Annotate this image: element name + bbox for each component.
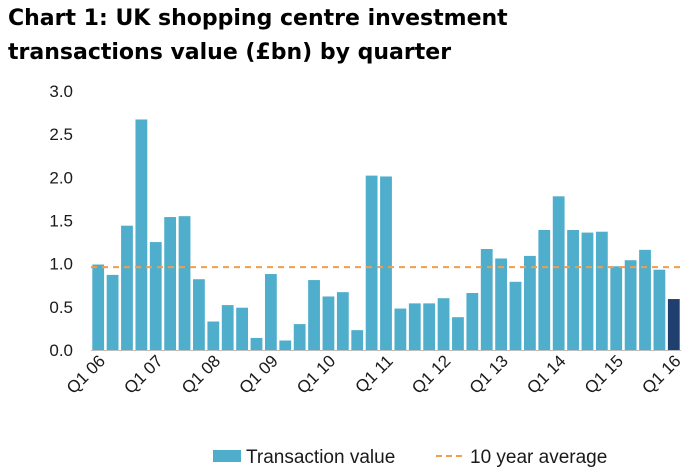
x-tick-label: Q1 13 xyxy=(466,351,512,397)
bar xyxy=(236,307,248,350)
x-tick-label: Q1 07 xyxy=(120,351,166,397)
bar xyxy=(567,230,579,350)
legend-swatch-transaction-value xyxy=(213,450,241,462)
bar xyxy=(106,274,119,350)
bar xyxy=(250,337,263,350)
bar xyxy=(279,340,292,350)
bar xyxy=(581,232,594,350)
bar xyxy=(452,317,464,350)
bar xyxy=(667,299,680,350)
y-tick-label: 0.5 xyxy=(49,298,73,317)
bar xyxy=(193,279,205,350)
bar xyxy=(264,274,277,350)
chart-title-line2: transactions value (£bn) by quarter xyxy=(8,40,452,65)
x-tick-label: Q1 08 xyxy=(178,351,224,397)
bar xyxy=(322,296,335,350)
y-tick-label: 2.5 xyxy=(49,125,73,144)
x-tick-label: Q1 12 xyxy=(408,351,454,397)
x-tick-label: Q1 15 xyxy=(581,351,627,397)
bar xyxy=(135,119,148,351)
bar xyxy=(121,225,133,350)
bar xyxy=(538,230,551,350)
bar xyxy=(164,217,177,350)
x-tick-label: Q1 10 xyxy=(293,351,339,397)
x-tick-label: Q1 09 xyxy=(236,351,282,397)
y-tick-label: 0.0 xyxy=(49,341,73,360)
bar xyxy=(408,303,421,350)
bar xyxy=(624,260,637,350)
bar xyxy=(394,308,407,350)
bar xyxy=(308,280,320,350)
y-tick-label: 1.5 xyxy=(49,212,73,231)
bar xyxy=(178,216,191,350)
bar xyxy=(595,231,608,350)
x-tick-label: Q1 16 xyxy=(638,351,684,397)
bar xyxy=(380,176,392,350)
bar xyxy=(293,324,306,350)
bar xyxy=(365,175,378,350)
legend-label-average: 10 year average xyxy=(470,447,607,468)
chart-title-line1: Chart 1: UK shopping centre investment xyxy=(8,6,508,31)
x-axis: Q1 06 Q1 07 Q1 08 Q1 09 Q1 10 Q1 11 Q1 12 Q1 13… xyxy=(63,350,685,398)
bar xyxy=(423,303,436,350)
bar xyxy=(437,298,450,350)
chart-title: Chart 1: UK shopping centre investment t… xyxy=(8,2,688,70)
x-tick-label: Q1 11 xyxy=(352,351,397,396)
legend: Transaction value 10 year average xyxy=(213,447,607,468)
x-tick-label: Q1 14 xyxy=(523,351,569,397)
bar xyxy=(221,305,234,350)
y-axis: 0.0 0.5 1.0 1.5 2.0 2.5 3.0 xyxy=(49,82,73,360)
y-tick-label: 2.0 xyxy=(49,168,73,187)
bar xyxy=(552,196,565,350)
bar xyxy=(92,264,105,350)
y-tick-label: 3.0 xyxy=(49,82,73,101)
bar xyxy=(336,292,349,350)
bar xyxy=(653,269,666,350)
y-tick-label: 1.0 xyxy=(49,255,73,274)
bar xyxy=(466,293,479,350)
bar xyxy=(639,249,651,350)
bar xyxy=(610,266,623,350)
bar xyxy=(509,281,522,350)
bar xyxy=(495,258,508,350)
bar xyxy=(524,255,536,350)
bar xyxy=(480,248,493,350)
legend-label-transaction-value: Transaction value xyxy=(246,447,395,468)
bar xyxy=(207,321,220,350)
bar xyxy=(351,330,364,350)
bars xyxy=(92,119,680,351)
bar xyxy=(149,242,162,350)
